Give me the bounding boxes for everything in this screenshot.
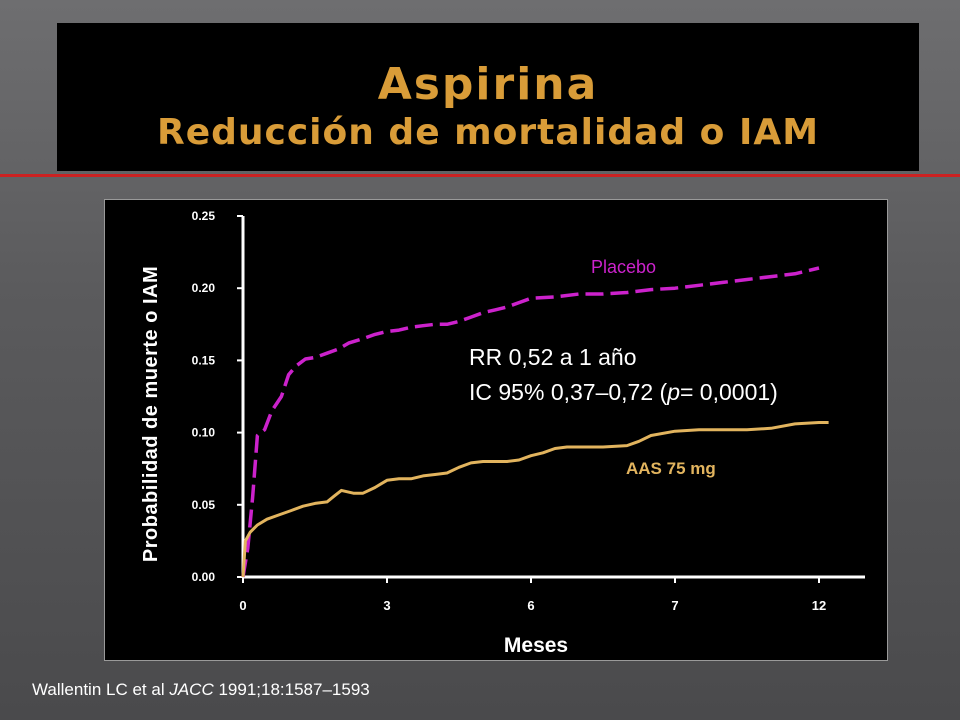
placebo-series-line (241, 266, 820, 578)
citation-authors: Wallentin LC et al (32, 680, 170, 699)
x-ticks: 0 3 6 7 12 (239, 577, 826, 613)
y-axis-label: Probabilidad de muerte o IAM (140, 266, 162, 562)
chart-panel: 0.00 0.05 0.10 0.15 0.20 0.25 0 3 6 7 12 Probabil… (104, 199, 888, 661)
x-tick-label: 7 (671, 598, 678, 613)
y-tick-label: 0.05 (192, 498, 216, 512)
axes (241, 216, 865, 579)
citation-journal: JACC (169, 680, 214, 699)
ic-annotation: IC 95% 0,37–0,72 (p= 0,0001) (469, 379, 778, 405)
y-tick-label: 0.00 (192, 570, 216, 584)
x-tick-label: 0 (239, 598, 246, 613)
x-tick-label: 12 (812, 598, 826, 613)
slide-title: Aspirina (377, 59, 599, 110)
citation-details: 1991;18:1587–1593 (213, 680, 370, 699)
y-tick-label: 0.10 (192, 426, 216, 440)
aas-series-line (241, 421, 829, 578)
placebo-legend-label: Placebo (591, 257, 656, 277)
x-axis-label: Meses (504, 634, 568, 657)
ic-annotation-pre: IC 95% 0,37–0,72 ( (469, 379, 668, 405)
y-tick-label: 0.25 (192, 209, 216, 223)
y-tick-label: 0.20 (192, 281, 216, 295)
title-banner: Aspirina Reducción de mortalidad o IAM (57, 23, 919, 171)
ic-annotation-post: = 0,0001) (680, 379, 778, 405)
red-divider (0, 174, 960, 177)
series-layer (241, 266, 829, 578)
slide-subtitle: Reducción de mortalidad o IAM (156, 112, 820, 153)
rr-annotation: RR 0,52 a 1 año (469, 344, 637, 370)
y-ticks: 0.00 0.05 0.10 0.15 0.20 0.25 (192, 209, 243, 584)
y-tick-label: 0.15 (192, 353, 216, 367)
ic-annotation-p: p (666, 379, 680, 405)
x-tick-label: 3 (383, 598, 390, 613)
survival-chart: 0.00 0.05 0.10 0.15 0.20 0.25 0 3 6 7 12 Probabil… (140, 209, 865, 657)
citation: Wallentin LC et al JACC 1991;18:1587–159… (32, 680, 370, 700)
x-tick-label: 6 (527, 598, 534, 613)
aas-legend-label: AAS 75 mg (626, 459, 716, 478)
